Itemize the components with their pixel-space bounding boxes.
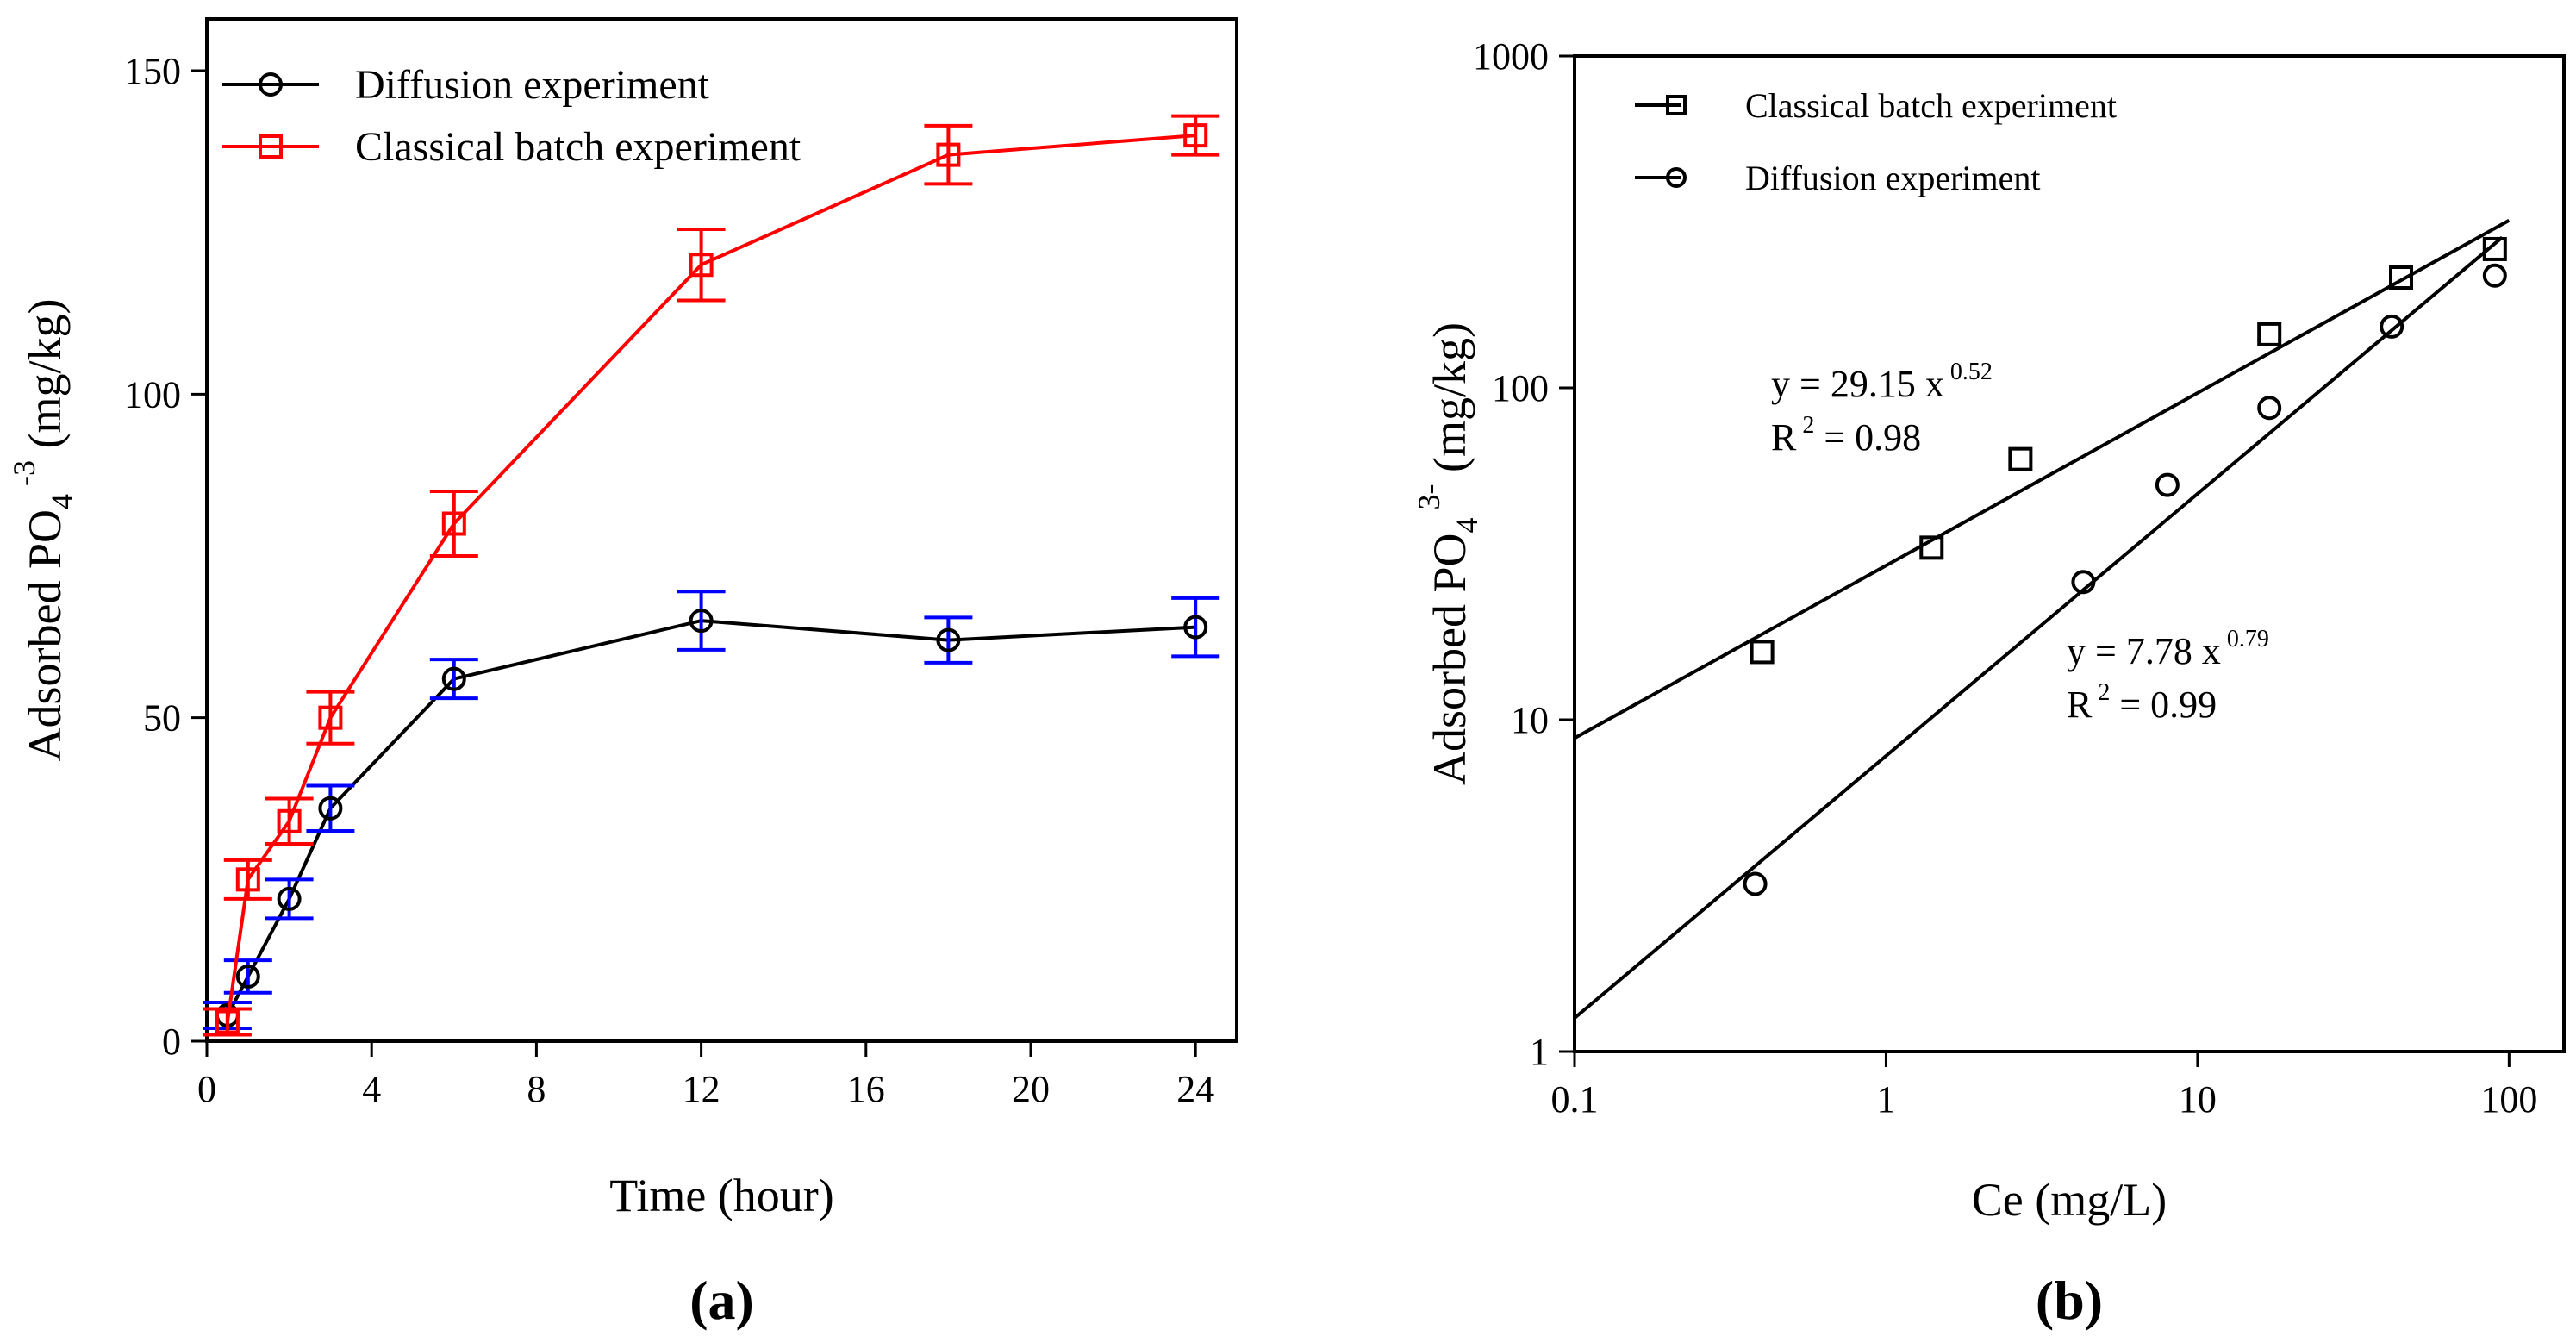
- data-point: [2389, 265, 2414, 290]
- data-point: [277, 886, 302, 911]
- data-point: [936, 627, 961, 652]
- legend-label: Diffusion experiment: [1745, 159, 2041, 197]
- fit-r-squared: R 2 = 0.99: [2067, 679, 2217, 726]
- x-axis-label: Time (hour): [609, 1170, 834, 1221]
- panel-label: (a): [689, 1270, 754, 1331]
- plot-frame: [205, 17, 1238, 1043]
- legend-marker: [1666, 95, 1687, 115]
- data-point: [2008, 446, 2033, 471]
- panel-label: (b): [2036, 1270, 2103, 1331]
- x-tick-label: 4: [362, 1068, 381, 1110]
- data-point: [441, 666, 466, 691]
- legend-label: Diffusion experiment: [355, 62, 710, 108]
- x-tick-label: 10: [2179, 1078, 2217, 1121]
- x-axis-label: Ce (mg/L): [1972, 1174, 2167, 1226]
- series-line: [226, 619, 1196, 1016]
- x-tick-label: 16: [847, 1068, 885, 1110]
- legend-marker: [259, 72, 283, 97]
- fit-equation: y = 29.15 x 0.52: [1771, 359, 1993, 405]
- fit-line: [1574, 218, 2511, 740]
- data-point: [318, 705, 343, 730]
- y-axis-label: Adsorbed PO4 3- (mg/kg): [1412, 322, 1484, 785]
- data-point: [689, 609, 714, 634]
- panel-a-time-chart: 0 4 8 12 16 20 24 0 50 100 150 Time (hour) Adsorbed …: [7, 17, 1238, 1331]
- y-tick-label: 10: [1511, 699, 1549, 741]
- data-point: [235, 964, 260, 989]
- legend-marker: [259, 134, 283, 159]
- data-point: [318, 796, 343, 821]
- data-point: [2071, 570, 2096, 595]
- fit-r-squared: R 2 = 0.98: [1771, 412, 1921, 459]
- data-point: [1919, 535, 1944, 560]
- y-tick-label: 100: [124, 373, 181, 415]
- y-tick-label: 100: [1492, 367, 1549, 409]
- data-point: [277, 808, 302, 833]
- y-tick-label: 50: [143, 697, 181, 740]
- data-point: [235, 867, 260, 892]
- x-tick-label: 100: [2480, 1078, 2537, 1121]
- data-point: [2257, 396, 2282, 421]
- x-tick-label: 1: [1876, 1078, 1895, 1121]
- legend-label: Classical batch experiment: [1745, 86, 2117, 125]
- x-tick-label: 0.1: [1551, 1078, 1599, 1121]
- x-tick-label: 12: [683, 1068, 720, 1110]
- data-point: [689, 253, 714, 278]
- data-point: [2482, 263, 2507, 288]
- data-point: [2257, 322, 2282, 346]
- data-point: [441, 511, 466, 536]
- data-point: [1183, 123, 1208, 148]
- data-point: [2380, 314, 2404, 339]
- y-tick-label: 0: [162, 1021, 181, 1063]
- y-tick-label: 1000: [1473, 35, 1549, 78]
- x-tick-label: 0: [197, 1068, 216, 1110]
- data-point: [1183, 615, 1208, 640]
- legend-label: Classical batch experiment: [355, 124, 801, 170]
- data-point: [2482, 236, 2507, 261]
- fit-equation: y = 7.78 x 0.79: [2067, 626, 2269, 672]
- plot-frame: [1573, 54, 2566, 1053]
- data-point: [1750, 640, 1775, 665]
- data-point: [2155, 472, 2180, 497]
- y-axis-label: Adsorbed PO4 -3 (mg/kg): [7, 299, 79, 762]
- fit-line: [1573, 235, 2504, 1020]
- y-tick-label: 1: [1530, 1031, 1549, 1073]
- x-tick-label: 20: [1012, 1068, 1050, 1110]
- x-tick-label: 8: [527, 1068, 546, 1110]
- y-tick-label: 150: [124, 50, 181, 92]
- data-point: [936, 142, 961, 167]
- legend-marker: [1666, 167, 1687, 188]
- data-point: [1743, 871, 1768, 896]
- data-point: [215, 1009, 240, 1034]
- x-tick-label: 24: [1176, 1068, 1214, 1110]
